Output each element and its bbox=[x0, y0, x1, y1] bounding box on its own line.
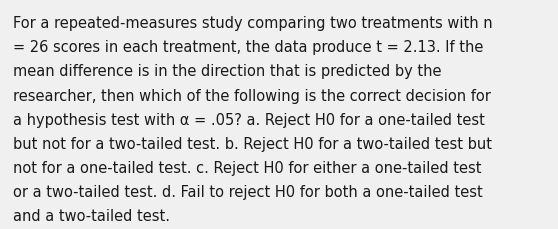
Text: researcher, then which of the following is the correct decision for: researcher, then which of the following … bbox=[13, 88, 491, 103]
Text: mean difference is in the direction that is predicted by the: mean difference is in the direction that… bbox=[13, 64, 441, 79]
Text: a hypothesis test with α = .05? a. Reject H0 for a one-tailed test: a hypothesis test with α = .05? a. Rejec… bbox=[13, 112, 485, 127]
Text: For a repeated-measures study comparing two treatments with n: For a repeated-measures study comparing … bbox=[13, 16, 493, 31]
Text: or a two-tailed test. d. Fail to reject H0 for both a one-tailed test: or a two-tailed test. d. Fail to reject … bbox=[13, 184, 483, 199]
Text: = 26 scores in each treatment, the data produce t = 2.13. If the: = 26 scores in each treatment, the data … bbox=[13, 40, 483, 55]
Text: but not for a two-tailed test. b. Reject H0 for a two-tailed test but: but not for a two-tailed test. b. Reject… bbox=[13, 136, 492, 151]
Text: and a two-tailed test.: and a two-tailed test. bbox=[13, 208, 170, 223]
Text: not for a one-tailed test. c. Reject H0 for either a one-tailed test: not for a one-tailed test. c. Reject H0 … bbox=[13, 160, 482, 175]
